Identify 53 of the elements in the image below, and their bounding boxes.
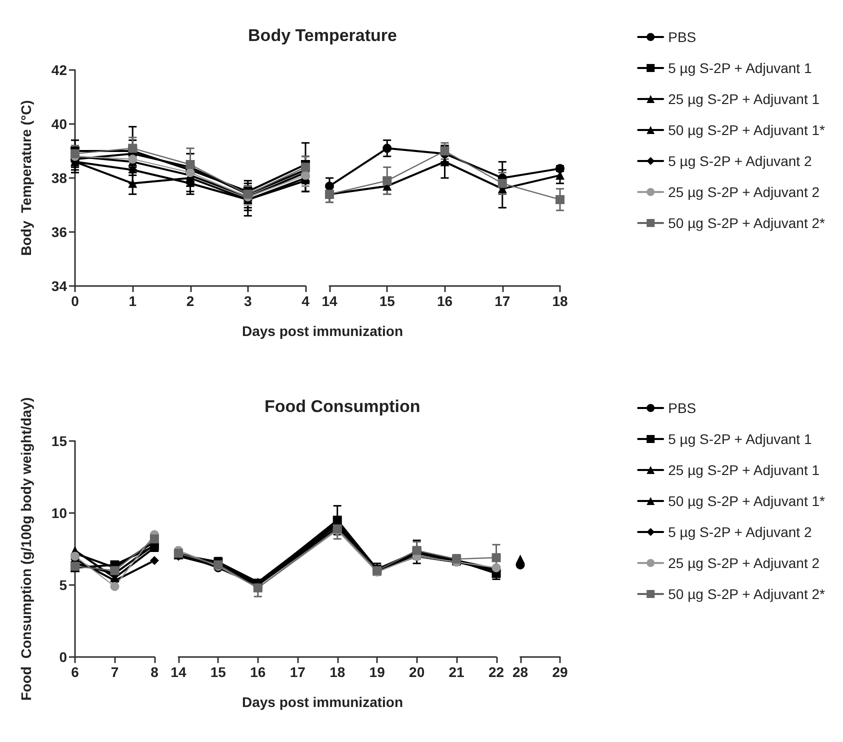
- x-tick-label: 14: [322, 293, 338, 309]
- chart-title: Body Temperature: [248, 26, 397, 45]
- legend-label: 25 µg S-2P + Adjuvant 1: [668, 462, 820, 478]
- y-tick-label: 34: [51, 278, 68, 294]
- x-tick-label: 14: [170, 664, 186, 680]
- x-tick-label: 18: [552, 293, 568, 309]
- x-tick-label: 3: [244, 293, 252, 309]
- legend-label: 50 µg S-2P + Adjuvant 1*: [668, 122, 826, 138]
- y-tick-label: 36: [51, 224, 68, 240]
- x-tick-label: 20: [409, 664, 425, 680]
- x-tick-label: 15: [379, 293, 396, 309]
- legend-label: 25 µg S-2P + Adjuvant 1: [668, 91, 820, 107]
- x-tick-label: 22: [488, 664, 504, 680]
- legend-label: 50 µg S-2P + Adjuvant 2*: [668, 215, 826, 231]
- x-axis-title: Days post immunization: [242, 323, 404, 339]
- y-tick-label: 40: [51, 116, 68, 132]
- x-tick-label: 6: [71, 664, 80, 680]
- legend-label: 50 µg S-2P + Adjuvant 2*: [668, 586, 826, 602]
- y-axis-title: Food Consumption (g/100g body weight/day): [18, 397, 34, 701]
- x-tick-label: 16: [250, 664, 266, 680]
- legend-label: 5 µg S-2P + Adjuvant 1: [668, 60, 812, 76]
- legend-label: PBS: [668, 29, 696, 45]
- x-tick-label: 7: [110, 664, 119, 680]
- y-tick-label: 42: [51, 62, 68, 78]
- chart-title: Food Consumption: [264, 397, 420, 416]
- legend-label: 25 µg S-2P + Adjuvant 2: [668, 184, 820, 200]
- x-tick-label: 16: [436, 293, 453, 309]
- x-tick-label: 19: [369, 664, 386, 680]
- legend-label: 25 µg S-2P + Adjuvant 2: [668, 555, 820, 571]
- legend-label: 50 µg S-2P + Adjuvant 1*: [668, 493, 826, 509]
- y-tick-label: 15: [51, 433, 68, 449]
- x-tick-label: 17: [290, 664, 306, 680]
- x-tick-label: 29: [552, 664, 568, 680]
- x-tick-label: 1: [128, 293, 137, 309]
- x-tick-label: 8: [150, 664, 159, 680]
- x-tick-label: 0: [71, 293, 80, 309]
- legend-label: 5 µg S-2P + Adjuvant 2: [668, 153, 812, 169]
- legend-label: PBS: [668, 400, 696, 416]
- x-tick-label: 28: [512, 664, 528, 680]
- y-tick-label: 38: [51, 170, 68, 186]
- legend-label: 5 µg S-2P + Adjuvant 1: [668, 431, 812, 447]
- x-tick-label: 15: [210, 664, 226, 680]
- x-tick-label: 4: [302, 293, 310, 309]
- x-tick-label: 21: [448, 664, 465, 680]
- x-tick-label: 2: [186, 293, 194, 309]
- y-axis-title: Body Temperature (°C): [18, 100, 34, 256]
- x-axis-title: Days post immunization: [242, 694, 404, 710]
- x-tick-label: 17: [494, 293, 510, 309]
- x-tick-label: 18: [330, 664, 346, 680]
- legend-label: 5 µg S-2P + Adjuvant 2: [668, 524, 812, 540]
- y-tick-label: 5: [59, 577, 68, 593]
- y-tick-label: 10: [51, 505, 68, 521]
- y-tick-label: 0: [59, 649, 68, 665]
